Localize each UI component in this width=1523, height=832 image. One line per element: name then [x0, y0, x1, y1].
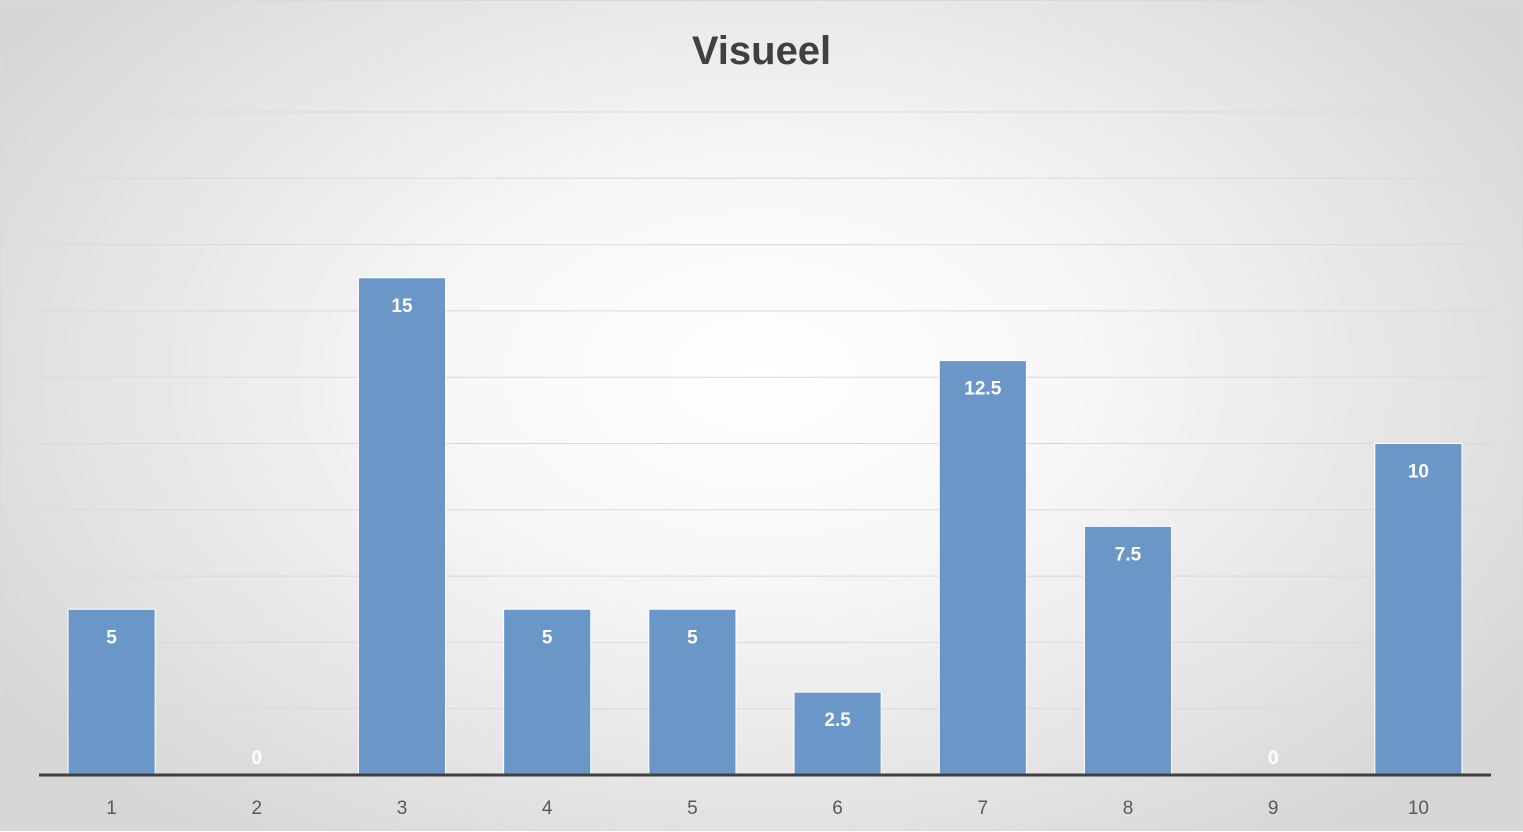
bar-7: [938, 360, 1027, 776]
bar-3: [357, 277, 447, 776]
data-label-10: 10: [1408, 462, 1429, 483]
gridlines: [39, 111, 1491, 710]
data-label-4: 5: [542, 627, 553, 648]
data-label-7: 12.5: [964, 379, 1001, 400]
x-tick-label-4: 4: [542, 798, 553, 819]
bar-5: [648, 608, 737, 776]
x-tick-label-2: 2: [252, 798, 263, 819]
data-label-6: 2.5: [824, 710, 851, 731]
data-label-3: 15: [391, 296, 413, 317]
data-label-1: 5: [106, 627, 117, 648]
x-tick-label-3: 3: [397, 798, 408, 819]
bars: [67, 277, 1463, 776]
chart-title: Visueel: [691, 29, 832, 73]
data-label-5: 5: [687, 627, 698, 648]
x-tick-label-7: 7: [978, 798, 989, 819]
bar-6: [793, 691, 882, 776]
data-label-8: 7.5: [1115, 544, 1142, 565]
data-label-2: 0: [252, 748, 263, 769]
x-tick-label-10: 10: [1408, 798, 1429, 819]
x-tick-labels: 1 2 3 4 5 6 7 8 9 10: [106, 798, 1429, 819]
bar-10: [1374, 443, 1463, 776]
x-tick-label-8: 8: [1123, 798, 1134, 819]
bar-1: [67, 608, 156, 776]
bar-labels: 5 0 15 5 5 2.5 12.5 7.5 0 10: [106, 296, 1429, 769]
x-tick-label-5: 5: [687, 798, 698, 819]
x-tick-label-1: 1: [106, 798, 117, 819]
bar-4: [503, 608, 592, 776]
x-tick-label-9: 9: [1268, 798, 1279, 819]
data-label-9: 0: [1268, 748, 1279, 769]
x-tick-label-6: 6: [832, 798, 843, 819]
